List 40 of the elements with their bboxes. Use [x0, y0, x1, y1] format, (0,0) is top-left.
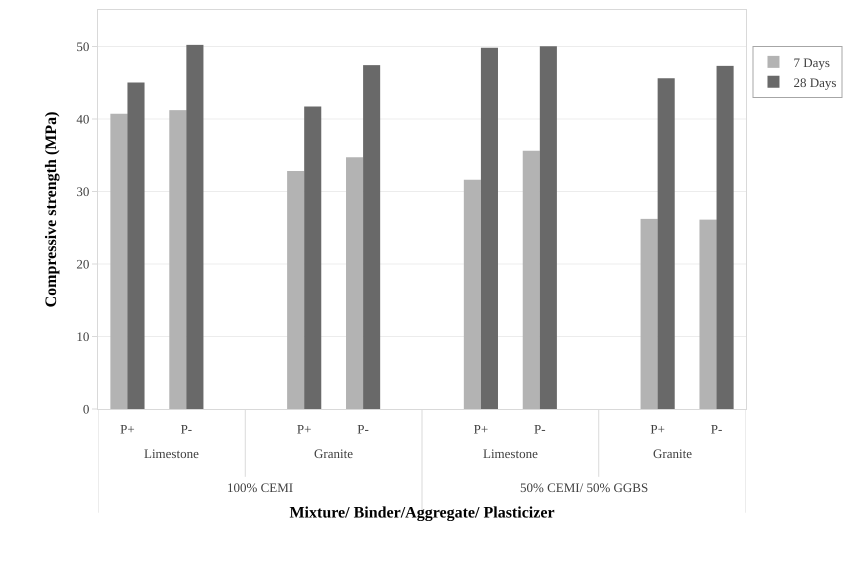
text: Granite	[314, 446, 354, 461]
y-tick-label: 50	[76, 38, 90, 54]
bar	[464, 180, 481, 409]
x-tick-label: P-	[534, 422, 546, 437]
y-tick-label: 20	[76, 256, 90, 272]
bar	[110, 114, 128, 409]
bar	[346, 157, 364, 409]
bar	[640, 218, 658, 409]
y-tick-label: 40	[76, 111, 90, 126]
bar	[186, 44, 204, 409]
text: Limestone	[144, 446, 200, 461]
text: Limestone	[483, 446, 538, 461]
y-axis-title: Compressive strength (MPa)	[43, 112, 60, 308]
x-tick-label: P+	[296, 422, 312, 437]
x-tick-label: P-	[357, 422, 369, 437]
bar	[522, 150, 540, 409]
bar	[658, 78, 675, 409]
bar	[127, 82, 145, 409]
x-tick-label: P+	[650, 422, 665, 437]
x-tick-label: P+	[120, 422, 135, 437]
x-axis-title: Mixture/ Binder/Aggregate/ Plasticizer	[289, 504, 555, 522]
bar	[287, 171, 304, 409]
bar	[169, 110, 186, 409]
bar	[480, 48, 498, 409]
x-tick-label: P-	[180, 422, 192, 437]
bar	[363, 65, 380, 409]
legend-label: 28 Days	[793, 74, 836, 90]
text: 50% CEMI/ 50% GGBS	[520, 480, 648, 495]
y-tick-label: 10	[76, 329, 90, 344]
y-tick-label: 0	[82, 402, 90, 417]
x-tick-label: P+	[474, 422, 488, 437]
bar	[540, 46, 557, 409]
text: 100% CEMI	[227, 480, 294, 495]
bar	[716, 66, 734, 409]
legend-label: 7 Days	[793, 54, 830, 70]
x-tick-label: P-	[710, 422, 722, 437]
y-tick-label: 30	[76, 184, 90, 199]
bar	[304, 106, 322, 409]
text: Granite	[653, 446, 692, 461]
bar	[699, 220, 717, 409]
